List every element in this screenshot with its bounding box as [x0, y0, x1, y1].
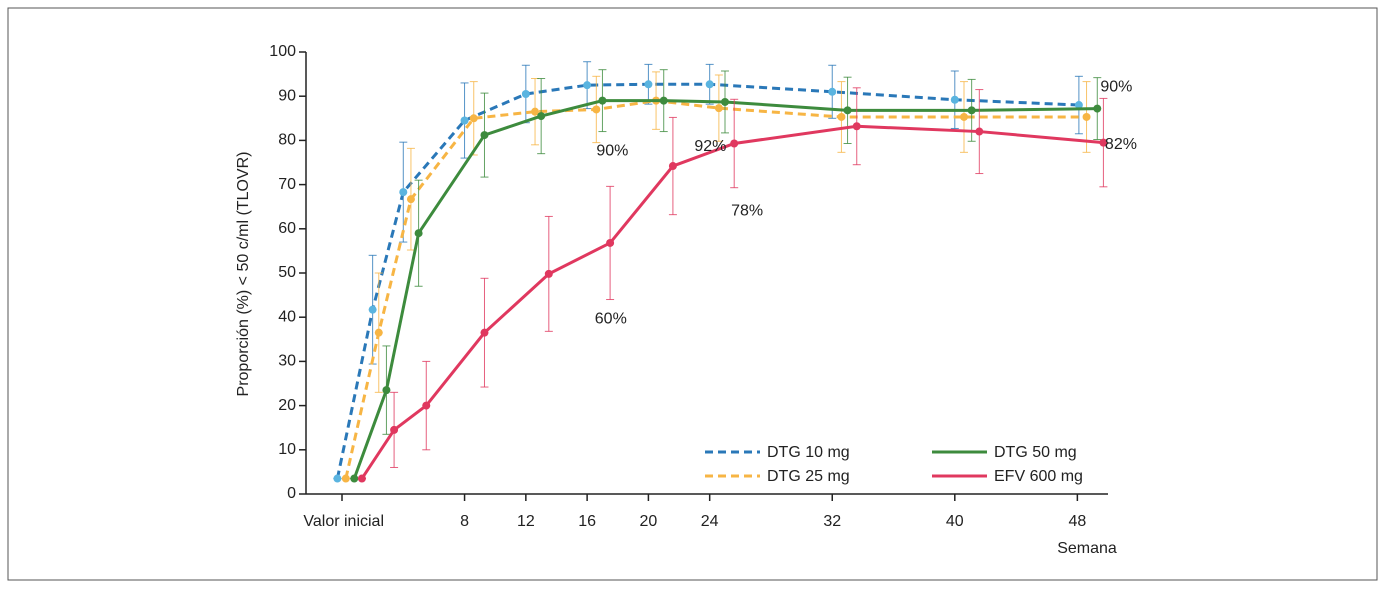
annotation: 90%	[1100, 79, 1132, 96]
data-point	[967, 106, 976, 115]
x-tick-label: 20	[640, 513, 658, 530]
data-point	[333, 474, 342, 483]
data-point	[852, 122, 861, 131]
data-point	[659, 96, 668, 105]
x-axis-label: Semana	[1057, 540, 1117, 557]
data-point	[414, 229, 423, 238]
x-tick-label: 32	[823, 513, 841, 530]
legend-label: EFV 600 mg	[994, 468, 1083, 485]
data-point	[374, 328, 383, 337]
data-point	[422, 401, 431, 410]
y-axis-label: Proporción (%) < 50 c/ml (TLOVR)	[235, 152, 252, 397]
data-point	[721, 97, 730, 106]
series-line	[344, 99, 1087, 479]
annotation: 78%	[731, 202, 763, 219]
y-tick-label: 60	[278, 220, 296, 237]
y-tick-label: 80	[278, 132, 296, 149]
data-point	[843, 106, 852, 115]
data-point	[598, 96, 607, 105]
y-tick-label: 100	[269, 43, 296, 60]
data-point	[341, 474, 350, 483]
legend-label: DTG 10 mg	[767, 444, 850, 461]
data-point	[382, 386, 391, 395]
data-point	[368, 305, 377, 314]
x-tick-label: 8	[460, 513, 469, 530]
data-point	[959, 112, 968, 121]
legend-label: DTG 50 mg	[994, 444, 1077, 461]
x-tick-label: 16	[578, 513, 596, 530]
data-point	[531, 107, 540, 116]
data-point	[469, 114, 478, 123]
y-tick-label: 20	[278, 397, 296, 414]
x-tick-label: 48	[1068, 513, 1086, 530]
y-tick-label: 90	[278, 87, 296, 104]
y-tick-label: 50	[278, 264, 296, 281]
data-point	[592, 105, 601, 114]
data-point	[1074, 101, 1083, 110]
x-tick-label: Valor inicial	[303, 513, 384, 530]
data-point	[390, 425, 399, 434]
data-point	[644, 80, 653, 89]
data-point	[705, 80, 714, 89]
data-point	[668, 162, 677, 171]
y-tick-label: 30	[278, 353, 296, 370]
annotation: 92%	[694, 138, 726, 155]
x-tick-label: 40	[946, 513, 964, 530]
y-tick-label: 70	[278, 176, 296, 193]
data-point	[357, 474, 366, 483]
annotation: 60%	[595, 311, 627, 328]
data-point	[1099, 138, 1108, 147]
data-point	[460, 116, 469, 125]
data-point	[730, 139, 739, 148]
data-point	[1093, 104, 1102, 113]
series-line	[352, 99, 1098, 480]
annotation: 82%	[1105, 136, 1137, 153]
data-point	[975, 127, 984, 136]
data-point	[714, 104, 723, 113]
y-tick-label: 10	[278, 441, 296, 458]
annotation: 90%	[596, 143, 628, 160]
y-tick-label: 0	[287, 485, 296, 502]
data-point	[399, 188, 408, 197]
data-point	[837, 112, 846, 121]
x-tick-label: 12	[517, 513, 535, 530]
data-point	[828, 87, 837, 96]
series-line	[335, 82, 1079, 479]
data-point	[950, 95, 959, 104]
data-point	[350, 474, 359, 483]
x-tick-label: 24	[701, 513, 719, 530]
y-tick-label: 40	[278, 308, 296, 325]
series-line	[360, 124, 1104, 480]
data-point	[583, 81, 592, 90]
data-point	[480, 131, 489, 140]
data-point	[606, 238, 615, 247]
data-point	[480, 328, 489, 337]
data-point	[537, 112, 546, 121]
data-point	[521, 89, 530, 98]
data-point	[544, 269, 553, 278]
frame	[7, 7, 1378, 581]
data-point	[1082, 112, 1091, 121]
legend-label: DTG 25 mg	[767, 468, 850, 485]
data-point	[406, 195, 415, 204]
